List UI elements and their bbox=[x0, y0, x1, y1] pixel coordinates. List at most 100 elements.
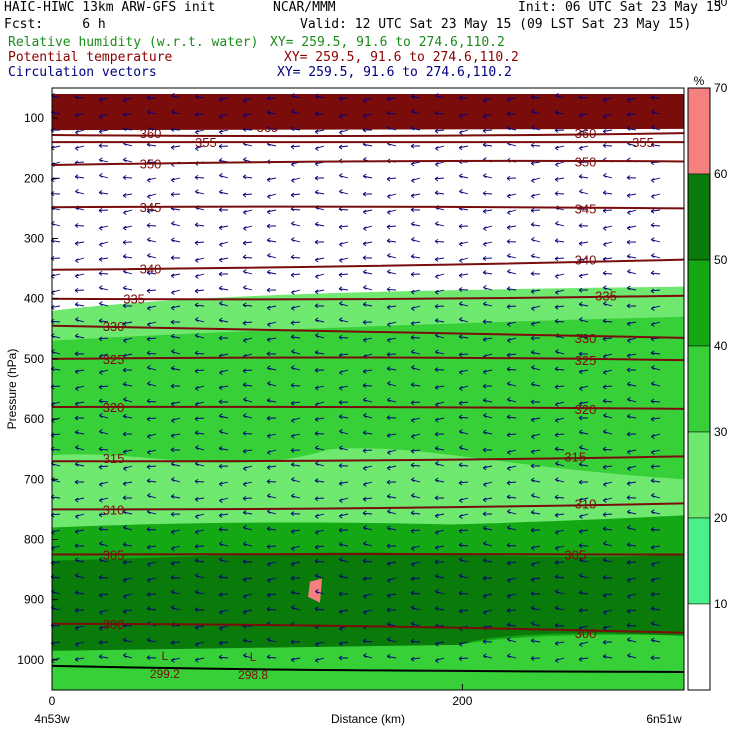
vector-arrow bbox=[291, 401, 301, 404]
vector-arrow bbox=[603, 303, 613, 307]
vector-arrow-head bbox=[578, 429, 583, 435]
vector-arrow bbox=[123, 383, 133, 387]
vector-arrow-head bbox=[603, 242, 607, 247]
y-tick-label: 800 bbox=[24, 533, 44, 547]
vector-arrow bbox=[194, 545, 205, 547]
vector-arrow bbox=[459, 497, 469, 501]
vector-arrow-head bbox=[482, 593, 487, 599]
title-center: NCAR/MMM bbox=[273, 0, 336, 15]
vector-arrow bbox=[363, 369, 373, 372]
vector-arrow-head bbox=[410, 221, 415, 227]
vector-arrow-head bbox=[578, 415, 583, 421]
vector-arrow-head bbox=[290, 448, 295, 453]
vector-arrow-head bbox=[530, 142, 535, 148]
vector-arrow bbox=[651, 639, 661, 643]
vector-arrow bbox=[579, 241, 589, 245]
vector-arrow bbox=[434, 305, 445, 307]
contour-label: 355 bbox=[195, 135, 217, 150]
contour-label: 320 bbox=[575, 402, 597, 417]
vector-arrow-head bbox=[339, 301, 343, 306]
vector-arrow bbox=[123, 97, 133, 101]
vector-arrow bbox=[651, 144, 661, 147]
vector-arrow-head bbox=[435, 349, 439, 355]
vector-arrow-head bbox=[363, 226, 367, 232]
vector-arrow-head bbox=[98, 336, 103, 342]
vector-arrow-head bbox=[603, 557, 607, 563]
vector-arrow bbox=[410, 337, 421, 339]
vector-arrow-head bbox=[99, 301, 103, 306]
vector-arrow-head bbox=[291, 365, 295, 371]
vector-arrow bbox=[363, 655, 373, 659]
vector-arrow-head bbox=[194, 350, 199, 356]
vector-arrow bbox=[387, 527, 397, 531]
vector-arrow bbox=[171, 591, 181, 595]
vector-arrow-head bbox=[218, 207, 223, 213]
vector-arrow bbox=[507, 353, 517, 356]
vector-arrow-head bbox=[434, 417, 439, 423]
vector-arrow bbox=[75, 591, 85, 595]
vector-arrow bbox=[411, 127, 421, 131]
vector-arrow bbox=[363, 577, 373, 580]
vector-arrow bbox=[603, 497, 613, 501]
vector-arrow-head bbox=[507, 381, 511, 386]
vector-arrow-head bbox=[602, 575, 607, 580]
vector-arrow-head bbox=[410, 400, 415, 406]
vector-arrow-head bbox=[506, 432, 511, 438]
vector-arrow bbox=[387, 127, 397, 131]
vector-arrow-head bbox=[123, 157, 127, 163]
vector-arrow-head bbox=[170, 461, 175, 467]
vector-arrow-head bbox=[267, 322, 271, 328]
vector-arrow-head bbox=[170, 575, 175, 580]
vector-arrow bbox=[51, 513, 61, 516]
vector-arrow bbox=[171, 207, 181, 211]
vector-arrow-head bbox=[74, 174, 79, 180]
vector-arrow bbox=[410, 640, 421, 643]
vector-arrow-head bbox=[170, 433, 175, 439]
vector-arrow bbox=[507, 624, 517, 627]
vector-arrow-head bbox=[291, 477, 295, 482]
vector-arrow-head bbox=[219, 428, 223, 434]
theta-contour-325 bbox=[51, 356, 685, 362]
vector-arrow-head bbox=[554, 318, 559, 324]
vector-arrow bbox=[506, 609, 517, 612]
vector-arrow bbox=[171, 367, 181, 371]
vector-arrow bbox=[507, 321, 517, 325]
vector-arrow-head bbox=[146, 416, 151, 422]
vector-arrow-head bbox=[266, 337, 271, 343]
vector-arrow-head bbox=[627, 525, 631, 530]
vector-arrow bbox=[603, 320, 613, 323]
vector-arrow bbox=[579, 273, 589, 277]
vector-arrow-head bbox=[267, 493, 271, 499]
vector-arrow-head bbox=[626, 449, 631, 455]
vector-arrow bbox=[51, 545, 61, 549]
vector-arrow-head bbox=[98, 257, 103, 262]
vector-arrow bbox=[146, 161, 157, 163]
vector-arrow bbox=[387, 465, 397, 469]
left-endpoint-label: 4n53w bbox=[34, 712, 70, 726]
vector-arrow bbox=[243, 225, 253, 229]
vector-arrow-head bbox=[194, 112, 199, 117]
vector-arrow-head bbox=[507, 637, 511, 642]
vector-arrow bbox=[363, 175, 373, 179]
vector-arrow-head bbox=[410, 638, 415, 644]
vector-arrow bbox=[75, 207, 85, 211]
vector-arrow-head bbox=[194, 607, 199, 612]
vector-arrow-head bbox=[507, 525, 511, 530]
vector-arrow-head bbox=[290, 401, 295, 406]
vector-arrow-head bbox=[434, 445, 439, 451]
vector-arrow-head bbox=[363, 98, 367, 104]
vector-arrow bbox=[195, 625, 205, 629]
vector-arrow bbox=[483, 144, 493, 147]
vector-arrow-head bbox=[314, 175, 319, 181]
vector-arrow-head bbox=[507, 578, 511, 583]
vector-arrow bbox=[338, 97, 349, 100]
vector-arrow-head bbox=[122, 381, 127, 387]
vector-arrow bbox=[75, 369, 85, 373]
terrain-line bbox=[51, 664, 685, 673]
vector-arrow-head bbox=[218, 513, 223, 518]
vector-arrow-head bbox=[578, 608, 583, 613]
vector-arrow bbox=[411, 223, 421, 227]
contour-label: 350 bbox=[140, 156, 162, 171]
vector-arrow bbox=[243, 113, 253, 116]
